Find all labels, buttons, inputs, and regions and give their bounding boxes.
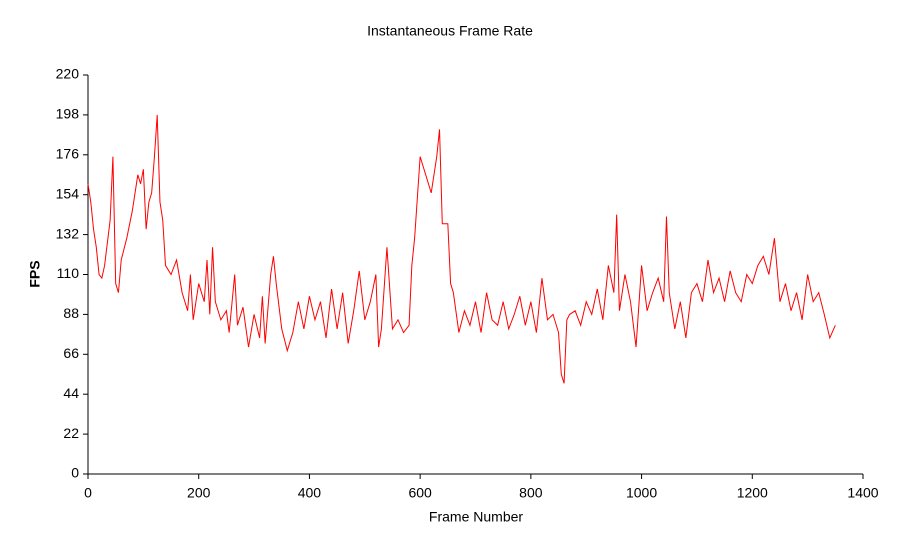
y-tick-label: 132 [56, 225, 80, 241]
x-tick-label: 1000 [626, 485, 657, 501]
y-tick-label: 66 [63, 345, 79, 361]
x-tick-label: 200 [187, 485, 211, 501]
x-tick-label: 400 [298, 485, 322, 501]
y-tick-label: 88 [63, 305, 79, 321]
y-tick-label: 176 [56, 146, 80, 162]
y-tick-label: 44 [63, 385, 79, 401]
x-axis-label: Frame Number [429, 509, 523, 525]
y-tick-label: 220 [56, 66, 80, 82]
x-tick-label: 0 [84, 485, 92, 501]
x-tick-label: 1200 [737, 485, 768, 501]
data-line [87, 114, 836, 384]
y-tick-label: 198 [56, 106, 80, 122]
x-tick-label: 800 [519, 485, 543, 501]
x-tick-label: 600 [408, 485, 432, 501]
y-tick-label: 110 [57, 265, 80, 281]
y-tick-label: 154 [56, 185, 80, 201]
y-tick-label: 22 [63, 425, 79, 441]
chart-title: Instantaneous Frame Rate [367, 23, 533, 39]
y-tick-label: 0 [71, 465, 79, 481]
x-tick-label: 1400 [847, 485, 878, 501]
y-axis-label: FPS [27, 260, 43, 287]
